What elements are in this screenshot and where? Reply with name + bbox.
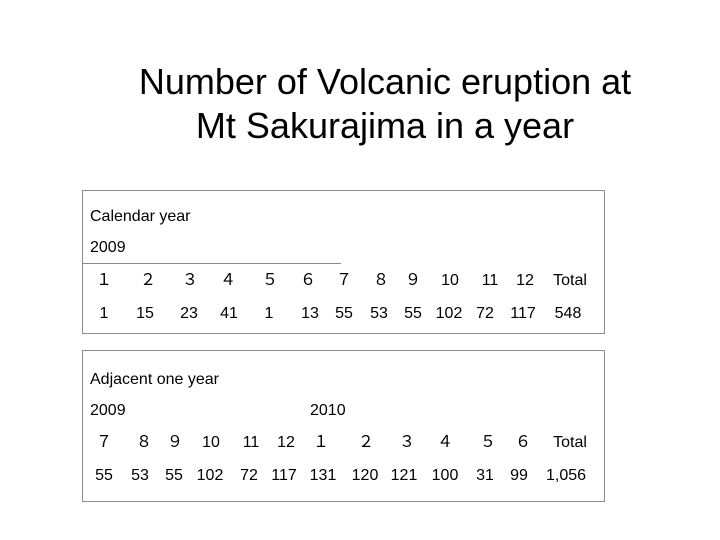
total-cell: 548 (554, 305, 582, 322)
month-header: １ (312, 434, 329, 451)
title-line-2: Mt Sakurajima in a year (195, 105, 575, 146)
count-cell: 117 (510, 305, 536, 322)
month-header: １ (95, 272, 112, 289)
calendar-count-row: 1 15 23 41 1 13 55 53 55 102 72 117 548 (83, 304, 604, 324)
count-cell: 41 (220, 305, 238, 322)
count-cell: 53 (370, 305, 388, 322)
count-cell: 102 (435, 305, 463, 322)
count-cell: 100 (431, 467, 459, 484)
count-cell: 1 (264, 305, 274, 322)
adjacent-year-table: Adjacent one year 2009 2010 ７ ８ ９ 10 11 … (82, 350, 605, 502)
count-cell: 117 (271, 467, 297, 484)
adjacent-count-row: 55 53 55 102 72 117 131 120 121 100 31 9… (83, 466, 604, 486)
month-header: 12 (277, 434, 295, 451)
month-header: ７ (335, 272, 352, 289)
month-header: ４ (436, 434, 453, 451)
month-header: ８ (372, 272, 389, 289)
month-header: 11 (242, 434, 260, 451)
slide-title: Number of Volcanic eruption at Mt Sakura… (60, 60, 710, 148)
month-header: 11 (481, 272, 499, 289)
month-header: ２ (139, 272, 156, 289)
month-header: ６ (299, 272, 316, 289)
month-header: ７ (95, 434, 112, 451)
count-cell: 121 (390, 467, 418, 484)
adjacent-end-year-label: 2010 (310, 402, 346, 419)
calendar-month-header-row: １ ２ ３ ４ ５ ６ ７ ８ ９ 10 11 12 Total (83, 271, 604, 291)
month-header: ９ (166, 434, 183, 451)
count-cell: 13 (301, 305, 319, 322)
adjacent-year-heading: Adjacent one year (90, 371, 219, 388)
adjacent-month-header-row: ７ ８ ９ 10 11 12 １ ２ ３ ４ ５ ６ Total (83, 433, 604, 453)
count-cell: 55 (165, 467, 183, 484)
count-cell: 1 (99, 305, 109, 322)
month-header: 12 (516, 272, 534, 289)
month-header: ９ (404, 272, 421, 289)
count-cell: 72 (240, 467, 258, 484)
month-header: ５ (261, 272, 278, 289)
month-header: ４ (219, 272, 236, 289)
count-cell: 55 (95, 467, 113, 484)
count-cell: 99 (510, 467, 528, 484)
separator-line (83, 263, 341, 264)
calendar-year-table: Calendar year 2009 １ ２ ３ ４ ５ ６ ７ ８ ９ 10 … (82, 190, 605, 334)
calendar-year-heading: Calendar year (90, 208, 191, 225)
month-header: ３ (181, 272, 198, 289)
title-line-1: Number of Volcanic eruption at (138, 61, 632, 102)
count-cell: 131 (309, 467, 337, 484)
count-cell: 15 (136, 305, 154, 322)
count-cell: 55 (404, 305, 422, 322)
month-header: 10 (441, 272, 459, 289)
calendar-year-label: 2009 (90, 239, 126, 256)
count-cell: 31 (476, 467, 494, 484)
month-header: ２ (357, 434, 374, 451)
count-cell: 55 (335, 305, 353, 322)
count-cell: 23 (180, 305, 198, 322)
count-cell: 53 (131, 467, 149, 484)
count-cell: 102 (196, 467, 224, 484)
month-header: 10 (202, 434, 220, 451)
month-header: ３ (398, 434, 415, 451)
total-cell: 1,056 (546, 467, 587, 484)
month-header: ６ (514, 434, 531, 451)
count-cell: 72 (476, 305, 494, 322)
total-header: Total (553, 272, 587, 289)
month-header: ８ (135, 434, 152, 451)
month-header: ５ (479, 434, 496, 451)
adjacent-start-year-label: 2009 (90, 402, 126, 419)
count-cell: 120 (351, 467, 379, 484)
total-header: Total (553, 434, 587, 451)
